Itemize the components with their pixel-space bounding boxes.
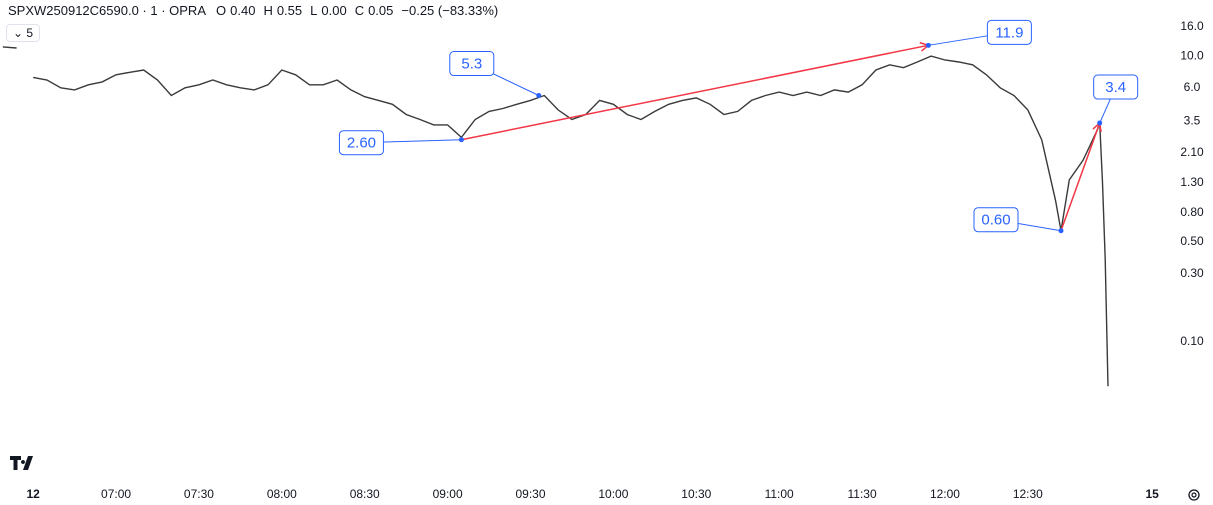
ohlc-key: L xyxy=(310,3,318,18)
x-tick-label: 12:30 xyxy=(1013,487,1043,501)
annotation-point xyxy=(925,42,931,48)
legend-header: SPXW250912C6590.0 · 1 · OPRA O 0.40 H 0.55 L… xyxy=(8,3,502,18)
callout-label: 2.60 xyxy=(347,135,376,152)
settings-icon[interactable] xyxy=(1188,489,1200,501)
trend-arrow xyxy=(1060,122,1101,231)
y-tick-label: 2.10 xyxy=(1180,145,1204,159)
ohlc-key: C xyxy=(354,3,365,18)
callout-box xyxy=(986,19,1032,45)
annotation-point xyxy=(1058,228,1064,234)
indicator-toggle[interactable]: ⌄ 5 xyxy=(6,24,41,42)
y-tick-label: 0.30 xyxy=(1180,266,1204,280)
change: −0.25 (−83.33%) xyxy=(401,3,499,18)
y-tick-label: 0.10 xyxy=(1180,334,1204,348)
x-tick-label: 08:30 xyxy=(350,487,380,501)
y-tick-label: 1.30 xyxy=(1180,175,1204,189)
annotation-point xyxy=(536,93,542,99)
indicator-count: 5 xyxy=(26,26,34,40)
ohlc-value: 0.00 xyxy=(321,3,347,18)
y-tick-label: 3.5 xyxy=(1184,113,1201,127)
callout-label: 5.3 xyxy=(461,55,482,72)
y-tick-label: 0.50 xyxy=(1180,234,1204,248)
x-tick-label: 07:30 xyxy=(184,487,214,501)
x-tick-label: 09:30 xyxy=(515,487,545,501)
callout-box xyxy=(338,130,384,156)
logo xyxy=(10,456,33,470)
price-line xyxy=(2,46,1109,387)
x-tick-label: 08:00 xyxy=(267,487,297,501)
y-tick-label: 6.0 xyxy=(1184,80,1201,94)
callout-box xyxy=(1093,74,1139,100)
ohlc-value: 0.05 xyxy=(368,3,394,18)
x-tick-label: 07:00 xyxy=(101,487,131,501)
callout-label: 0.60 xyxy=(981,212,1010,229)
x-tick-label: 09:00 xyxy=(433,487,463,501)
ohlc-value: 0.40 xyxy=(230,3,256,18)
x-tick-label: 12 xyxy=(26,487,40,501)
x-tick-label: 15 xyxy=(1146,487,1160,501)
ohlc-value: 0.55 xyxy=(276,3,303,18)
x-tick-label: 10:00 xyxy=(598,487,628,501)
x-tick-label: 11:00 xyxy=(765,487,794,501)
annotation-point xyxy=(458,137,464,143)
x-tick-label: 12:00 xyxy=(930,487,960,501)
ohlc-key: H xyxy=(263,3,273,18)
callout-label: 3.4 xyxy=(1105,79,1126,96)
x-tick-label: 11:30 xyxy=(847,487,876,501)
callout-box xyxy=(449,51,495,77)
x-tick-label: 10:30 xyxy=(681,487,711,501)
trend-arrow xyxy=(461,44,929,141)
y-tick-label: 10.0 xyxy=(1180,48,1204,62)
symbol: SPXW250912C6590.0 · 1 · OPRA xyxy=(8,3,206,18)
y-tick-label: 16.0 xyxy=(1180,19,1204,33)
annotation-point xyxy=(1097,120,1103,126)
callout-label: 11.9 xyxy=(995,24,1023,41)
ohlc-key: O xyxy=(216,3,227,18)
y-tick-label: 0.80 xyxy=(1180,205,1204,219)
callout-box xyxy=(973,207,1019,233)
